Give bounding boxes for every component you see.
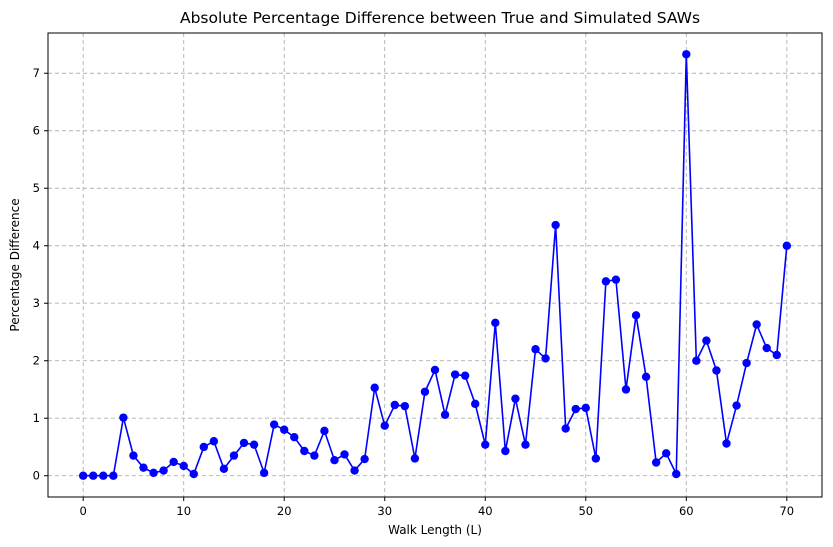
data-point (682, 50, 691, 59)
data-point (259, 468, 269, 478)
x-tick-label: 40 (478, 504, 493, 518)
x-tick-label: 10 (176, 504, 191, 518)
data-point (521, 440, 530, 449)
data-point (450, 370, 460, 379)
data-point (621, 385, 631, 394)
data-point (219, 464, 229, 474)
x-tick-label: 30 (377, 504, 392, 518)
data-point (249, 440, 259, 449)
plot-frame (47, 32, 823, 498)
data-point (631, 311, 641, 320)
grid (48, 33, 822, 497)
data-point (722, 439, 731, 448)
data-point (410, 454, 420, 463)
data-point (752, 320, 761, 329)
data-point (149, 468, 158, 478)
data-point (661, 449, 671, 458)
y-tick-label: 4 (33, 239, 40, 253)
data-point (702, 336, 711, 345)
data-point (129, 451, 138, 460)
data-point (491, 318, 500, 327)
data-point (269, 420, 279, 429)
data-point (320, 426, 329, 436)
data-point (651, 458, 661, 467)
data-point (460, 371, 470, 380)
y-axis-label: Percentage Difference (8, 198, 22, 331)
data-point (400, 401, 410, 411)
chart-title: Absolute Percentage Difference between T… (180, 9, 700, 27)
x-tick-label: 20 (277, 504, 292, 518)
y-tick-label: 3 (33, 296, 40, 310)
data-point (611, 275, 621, 284)
data-point (762, 343, 771, 353)
data-point (581, 403, 590, 413)
x-tick-label: 70 (779, 504, 794, 518)
data-point (229, 451, 239, 460)
data-point (340, 450, 349, 459)
y-tick-label: 1 (33, 411, 40, 425)
data-point (199, 442, 209, 452)
data-point (591, 454, 601, 463)
data-point (209, 437, 219, 446)
data-point (712, 366, 721, 375)
data-point (571, 404, 580, 414)
data-point (99, 471, 108, 480)
data-point (300, 446, 309, 456)
data-point (189, 469, 198, 479)
data-point (772, 350, 781, 360)
data-point (139, 463, 148, 472)
data-point (481, 440, 490, 449)
data-point (239, 438, 249, 448)
data-point (692, 356, 701, 365)
data-point (370, 383, 379, 392)
data-point (179, 461, 188, 471)
data-point (561, 424, 570, 433)
axis-ticks: 0 10 20 30 40 50 60 70 0 1 2 3 4 5 6 7 (33, 66, 794, 518)
data-point (541, 354, 550, 363)
data-point (732, 401, 741, 410)
data-point (782, 241, 792, 250)
data-point (290, 433, 299, 442)
data-point (420, 387, 430, 396)
data-point (169, 457, 178, 467)
data-point (551, 220, 560, 230)
data-point (380, 421, 389, 430)
data-point (742, 358, 751, 368)
y-tick-label: 6 (33, 124, 40, 138)
y-tick-label: 0 (33, 469, 40, 483)
data-point (641, 372, 651, 382)
x-tick-label: 60 (679, 504, 694, 518)
data-point (501, 446, 510, 456)
y-tick-label: 2 (33, 354, 40, 368)
data-point (511, 394, 520, 403)
data-point (109, 471, 118, 480)
data-point (440, 410, 450, 419)
x-tick-label: 50 (578, 504, 593, 518)
data-point (350, 466, 359, 475)
data-point (601, 277, 611, 286)
data-point (390, 400, 399, 410)
data-point (78, 471, 88, 480)
data-point (672, 469, 681, 479)
series-layer (78, 50, 792, 480)
data-point (310, 451, 319, 460)
y-tick-label: 5 (33, 181, 40, 195)
data-point (531, 345, 540, 354)
x-tick-label: 0 (80, 504, 87, 518)
data-point (280, 425, 289, 434)
data-point (330, 456, 339, 465)
x-axis-label: Walk Length (L) (388, 523, 482, 537)
data-point (471, 399, 480, 409)
data-point (89, 471, 98, 480)
y-tick-label: 7 (33, 66, 40, 80)
data-point (159, 466, 168, 475)
data-point (119, 413, 128, 422)
data-point (360, 454, 369, 464)
data-point (430, 365, 440, 375)
series-line (83, 54, 788, 477)
